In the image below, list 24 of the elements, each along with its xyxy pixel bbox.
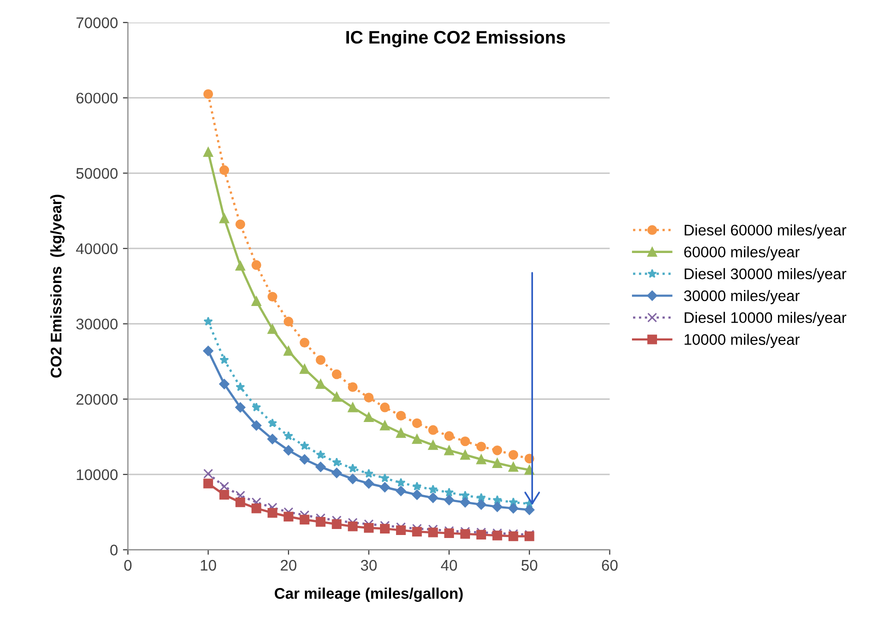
x-tick-label: 30 (360, 560, 377, 571)
y-tick-label: 70000 (76, 17, 118, 28)
y-tick-label: 60000 (76, 92, 118, 104)
x-tick-label: 10 (200, 560, 216, 571)
x-tick-label: 50 (522, 560, 538, 571)
x-tick-label: 40 (440, 560, 457, 571)
legend-label: 10000 miles/year (684, 334, 800, 348)
x-tick-label: 0 (124, 560, 132, 571)
x-tick-label: 60 (602, 560, 618, 571)
y-tick-label: 50000 (76, 168, 118, 179)
x-tick-label: 20 (280, 560, 296, 571)
legend-label: 60000 miles/year (684, 246, 800, 260)
legend-label: Diesel 30000 miles/year (684, 268, 846, 282)
y-axis-title: CO2 Emissions (kg/year) (50, 194, 65, 378)
legend-label: Diesel 10000 miles/year (684, 312, 846, 326)
legend-label: 30000 miles/year (684, 290, 800, 304)
y-tick-label: 10000 (76, 469, 118, 480)
y-tick-label: 30000 (76, 318, 118, 330)
y-tick-label: 20000 (76, 394, 118, 405)
legend-label: Diesel 60000 miles/year (684, 224, 846, 239)
chart-title: IC Engine CO2 Emissions (346, 30, 566, 48)
x-axis-title: Car mileage (miles/gallon) (274, 588, 463, 602)
y-tick-label: 0 (110, 544, 118, 556)
y-tick-label: 40000 (76, 243, 118, 254)
